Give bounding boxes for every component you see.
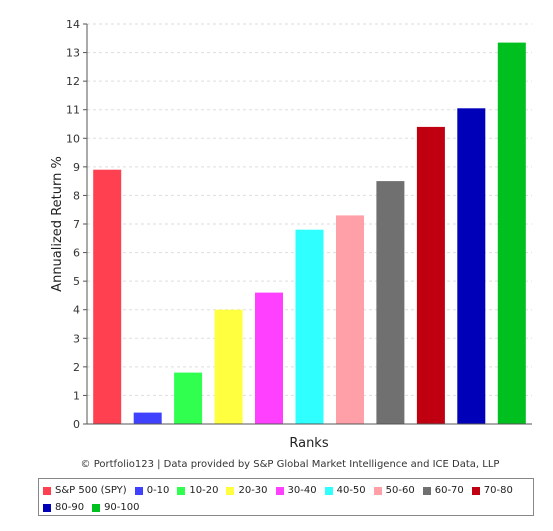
legend-item[interactable]: 40-50 [324, 485, 366, 496]
bar-7 [376, 181, 405, 424]
legend-item[interactable]: 0-10 [134, 485, 170, 496]
legend-swatch [324, 486, 333, 495]
legend-swatch [471, 486, 480, 495]
bar-6 [336, 215, 364, 424]
legend-item[interactable]: 30-40 [275, 485, 317, 496]
legend-item[interactable]: 90-100 [92, 502, 139, 513]
legend-row: 80-90 90-100 [43, 499, 529, 516]
bar-0 [93, 169, 122, 424]
bar-9 [457, 108, 486, 425]
legend-row: S&P 500 (SPY) 0-10 10-20 20-30 30-40 40-50 50-… [43, 482, 529, 499]
legend-label: S&P 500 (SPY) [55, 485, 127, 496]
y-tick-label: 3 [73, 332, 80, 345]
legend-swatch [373, 486, 382, 495]
bar-2 [174, 372, 203, 424]
legend-label: 80-90 [55, 502, 85, 513]
y-tick-label: 9 [73, 161, 80, 174]
legend-swatch [92, 503, 101, 512]
y-tick-label: 11 [66, 104, 80, 117]
bar-3 [214, 309, 243, 424]
chart-credit: © Portfolio123 | Data provided by S&P Gl… [80, 459, 500, 470]
legend-swatch [134, 486, 143, 495]
y-tick-label: 10 [66, 132, 80, 145]
legend-item[interactable]: S&P 500 (SPY) [43, 485, 127, 496]
y-tick-label: 4 [73, 304, 80, 317]
bar-5 [295, 229, 324, 424]
bar-4 [255, 292, 283, 424]
legend-label: 40-50 [336, 485, 366, 496]
y-tick-label: 12 [66, 75, 80, 88]
legend-label: 60-70 [434, 485, 464, 496]
legend-label: 10-20 [189, 485, 219, 496]
y-tick-label: 8 [73, 189, 80, 202]
y-axis-title: Annualized Return % [50, 156, 65, 292]
legend-swatch [43, 503, 51, 512]
legend-item[interactable]: 70-80 [471, 485, 513, 496]
bar-10 [497, 42, 526, 424]
legend: S&P 500 (SPY) 0-10 10-20 20-30 30-40 40-50 50-… [38, 478, 534, 516]
bar-1 [133, 412, 162, 424]
y-tick-label: 5 [73, 275, 80, 288]
legend-swatch [177, 486, 186, 495]
legend-item[interactable]: 20-30 [226, 485, 268, 496]
y-tick-label: 2 [73, 361, 80, 374]
legend-label: 70-80 [483, 485, 513, 496]
x-axis-title: Ranks [289, 436, 328, 451]
y-tick-label: 1 [73, 389, 80, 402]
y-tick-label: 0 [73, 418, 80, 431]
legend-item[interactable]: 10-20 [177, 485, 218, 496]
y-tick-label: 7 [73, 218, 80, 231]
y-tick-label: 13 [66, 47, 80, 60]
legend-item[interactable]: 60-70 [422, 485, 464, 496]
legend-swatch [43, 486, 51, 495]
legend-label: 0-10 [146, 485, 170, 496]
legend-item[interactable]: 80-90 [43, 502, 84, 513]
y-tick-label: 6 [73, 247, 80, 260]
legend-swatch [275, 486, 284, 495]
bar-8 [416, 126, 445, 425]
y-tick-label: 14 [66, 18, 80, 31]
legend-label: 20-30 [238, 485, 268, 496]
legend-swatch [422, 486, 431, 495]
legend-swatch [226, 486, 235, 495]
bars [93, 42, 526, 425]
legend-item[interactable]: 50-60 [373, 485, 415, 496]
legend-label: 50-60 [385, 485, 415, 496]
legend-label: 30-40 [287, 485, 317, 496]
legend-label: 90-100 [104, 502, 140, 513]
